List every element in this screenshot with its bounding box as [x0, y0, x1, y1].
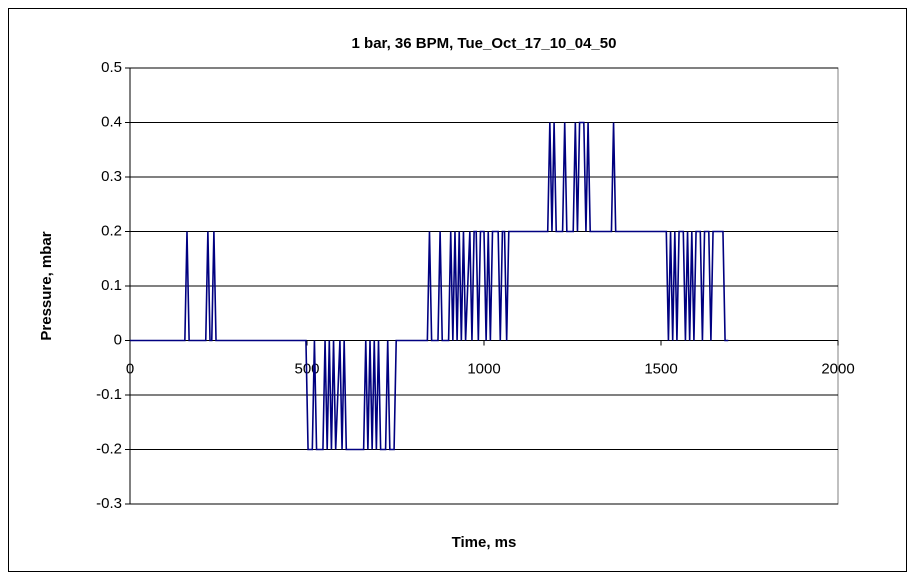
- y-tick-label: 0: [114, 331, 122, 348]
- y-tick-label: 0.2: [101, 222, 122, 239]
- data-line: [130, 121, 729, 451]
- y-tick-label: -0.2: [96, 440, 122, 457]
- x-tick-label: 1000: [467, 360, 500, 377]
- x-tick-label: 2000: [821, 360, 854, 377]
- y-tick-label: 0.1: [101, 277, 122, 294]
- chart-title: 1 bar, 36 BPM, Tue_Oct_17_10_04_50: [352, 35, 617, 52]
- x-tick-label: 1500: [644, 360, 677, 377]
- x-axis-label: Time, ms: [452, 534, 517, 551]
- y-tick-label: 0.5: [101, 59, 122, 76]
- y-axis-label: Pressure, mbar: [38, 231, 55, 340]
- x-tick-label: 0: [126, 360, 134, 377]
- y-tick-label: -0.1: [96, 386, 122, 403]
- y-tick-label: 0.4: [101, 113, 122, 130]
- y-tick-label: -0.3: [96, 495, 122, 512]
- y-tick-label: 0.3: [101, 168, 122, 185]
